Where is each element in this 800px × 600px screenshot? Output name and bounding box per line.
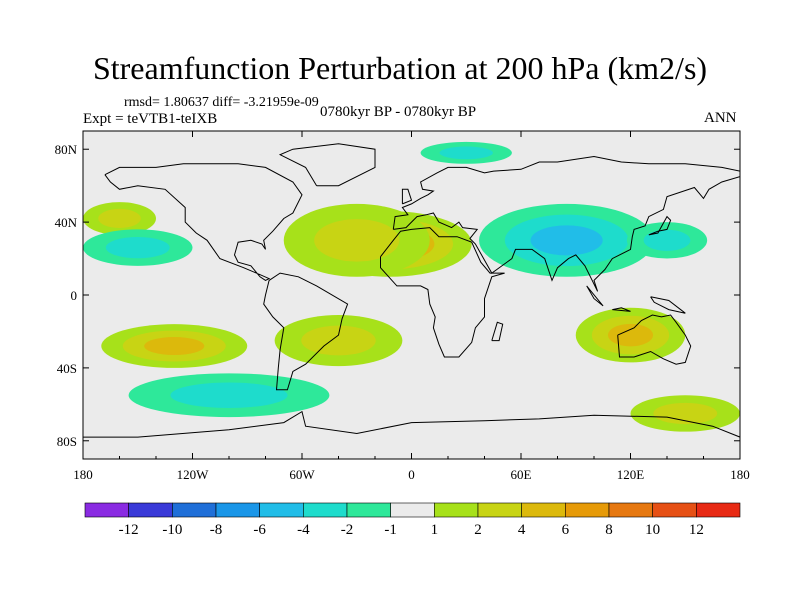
coastline-segment <box>491 321 504 342</box>
contour-band <box>301 325 376 356</box>
colorbar-swatch <box>172 502 217 518</box>
region-southern-ocean-high-east <box>630 395 740 432</box>
coastline-segment <box>617 314 692 365</box>
colorbar-label: 4 <box>518 522 526 538</box>
colorbar-label: -2 <box>341 522 354 538</box>
colorbar: -12 -10 -8 -6 -4 -2 -1 1 2 4 6 8 10 12 <box>84 502 741 538</box>
coastline-segment <box>393 176 740 292</box>
x-axis: 180 120W 60W 0 60E 120E 180 <box>73 131 750 482</box>
colorbar-label: 6 <box>562 522 570 538</box>
colorbar-label: 8 <box>605 522 613 538</box>
colorbar-swatch <box>84 502 129 518</box>
y-tick-label: 40N <box>55 215 78 230</box>
x-tick-label: 60E <box>511 467 532 482</box>
y-tick-label: 80N <box>55 142 78 157</box>
region-south-pacific-high <box>101 324 248 368</box>
region-southern-ocean-low <box>128 373 330 418</box>
colorbar-label: -12 <box>119 522 139 538</box>
colorbar-swatch <box>128 502 173 518</box>
colorbar-label: 2 <box>474 522 482 538</box>
coastline-segment <box>650 296 686 314</box>
region-south-atlantic-high <box>274 315 403 367</box>
y-tick-label: 80S <box>57 434 77 449</box>
contour-band <box>643 229 691 251</box>
coastline-segment <box>278 143 376 187</box>
colorbar-swatch <box>521 502 566 518</box>
colorbar-swatch <box>346 502 391 518</box>
coastline-segment <box>263 272 349 391</box>
colorbar-label: 10 <box>645 522 660 538</box>
x-tick-label: 180 <box>73 467 93 482</box>
field-regions <box>83 141 740 432</box>
contour-band <box>105 236 170 259</box>
coastline-segment <box>612 307 631 312</box>
colorbar-label: -8 <box>210 522 223 538</box>
region-pacific-tropical-low <box>83 229 193 266</box>
region-arctic-low <box>420 141 512 164</box>
coastline-segment <box>104 163 303 281</box>
x-tick-label: 60W <box>289 467 315 482</box>
y-tick-label: 0 <box>71 288 78 303</box>
colorbar-label: -10 <box>162 522 182 538</box>
contour-band <box>170 382 288 408</box>
x-tick-label: 120E <box>617 467 645 482</box>
colorbar-swatch <box>390 502 435 518</box>
coastlines <box>83 143 740 438</box>
colorbar-label: 12 <box>689 522 704 538</box>
chart-title: Streamfunction Perturbation at 200 hPa (… <box>92 50 708 86</box>
colorbar-label: -4 <box>297 522 310 538</box>
contour-band <box>439 146 493 160</box>
colorbar-swatch <box>434 502 479 518</box>
colorbar-label: -6 <box>253 522 266 538</box>
period-label: 0780kyr BP - 0780kyr BP <box>320 104 477 120</box>
coastline-segment <box>401 188 413 205</box>
region-australia-high <box>575 307 686 363</box>
colorbar-swatch <box>259 502 304 518</box>
season-label: ANN <box>704 110 737 126</box>
region-east-atlantic-high <box>283 203 430 277</box>
coastline-segment <box>83 410 740 438</box>
contour-band <box>314 219 400 262</box>
y-axis: 80N 40N 0 40S 80S <box>55 142 740 449</box>
x-tick-label: 180 <box>730 467 750 482</box>
stats-line: rmsd= 1.80637 diff= -3.21959e-09 <box>124 95 319 110</box>
experiment-label: Expt = teVTB1-teIXB <box>83 111 218 127</box>
coastline-segment <box>380 227 505 358</box>
colorbar-swatch <box>303 502 348 518</box>
coastline-segment <box>648 215 672 236</box>
contour-band <box>530 225 603 256</box>
contour-band <box>144 337 205 356</box>
colorbar-swatch <box>565 502 610 518</box>
y-tick-label: 40S <box>57 361 77 376</box>
colorbar-swatch <box>477 502 522 518</box>
coastline-segment <box>392 155 740 230</box>
x-tick-label: 120W <box>177 467 210 482</box>
colorbar-swatch <box>608 502 653 518</box>
region-north-pacific-high <box>83 202 156 235</box>
coastline-segment <box>586 285 604 307</box>
contour-band <box>653 402 718 425</box>
region-asia-low <box>479 203 655 277</box>
x-tick-label: 0 <box>408 467 415 482</box>
colorbar-label: -1 <box>384 522 397 538</box>
contour-band <box>607 323 654 347</box>
colorbar-swatch <box>696 502 741 518</box>
colorbar-label: 1 <box>431 522 439 538</box>
colorbar-swatch <box>215 502 260 518</box>
colorbar-swatch <box>652 502 697 518</box>
contour-band <box>98 208 141 229</box>
region-west-pacific-low <box>626 222 708 259</box>
